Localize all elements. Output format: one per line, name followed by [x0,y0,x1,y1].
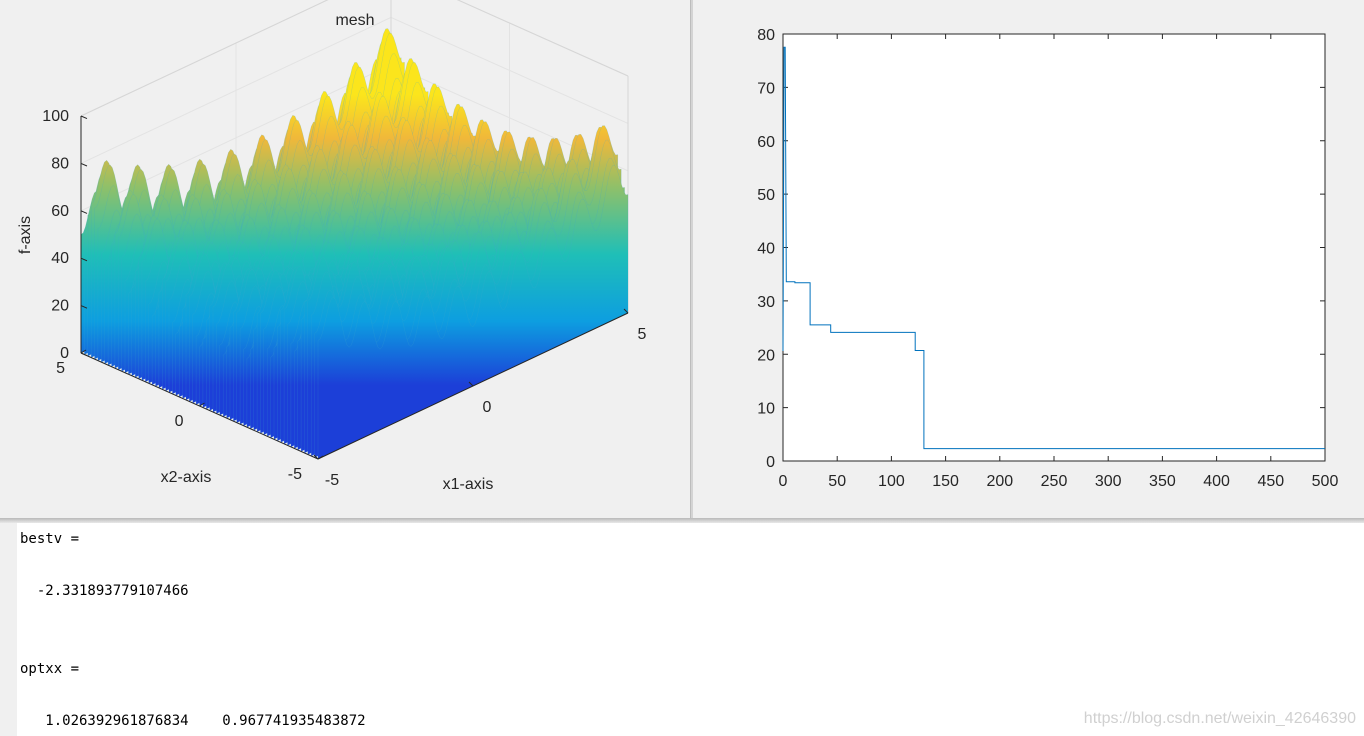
y-tick-label: 60 [757,134,775,151]
x1-tick-mark [623,308,629,314]
x1-tick-mark [313,454,319,460]
console-line-bestv-value: -2.331893779107466 [20,583,189,599]
command-window[interactable]: bestv = -2.331893779107466 optxx = 1.026… [17,523,1364,736]
z-tick-mark [80,115,88,120]
console-gutter [0,523,17,736]
console-line-optxx-value: 1.026392961876834 0.967741935483872 [20,713,366,729]
z-tick-label: 20 [51,298,69,315]
y-tick-label: 30 [757,294,775,311]
x-tick-label: 500 [1312,473,1339,490]
x1-tick-label: -5 [325,472,339,489]
x-tick-label: 200 [986,473,1013,490]
x2-tick-label: 5 [56,360,65,377]
x1-tick-label: 0 [483,399,492,416]
x-tick-label: 150 [932,473,959,490]
x-tick-label: 0 [779,473,788,490]
box-edge [456,0,629,77]
console-line-bestv-label: bestv = [20,531,80,547]
y-tick-label: 70 [757,80,775,97]
surface-row [317,165,629,460]
tick-labels: 0 50 100 150 200 250 300 350 400 450 500 0 10 20 30 40 5… [757,27,1338,490]
box-edge [80,0,329,117]
x-tick-label: 100 [878,473,905,490]
x1-tick-mark [468,381,474,387]
surface-mesh [80,28,629,460]
best-value-line [782,46,1325,450]
y-tick-label: 10 [757,401,775,418]
y-tick-label: 50 [757,187,775,204]
axes-lines [80,115,629,460]
x2-axis-label: x2-axis [161,469,212,486]
x1-axis-label: x1-axis [443,476,494,493]
watermark-text: https://blog.csdn.net/weixin_42646390 [1083,710,1356,727]
z-tick-mark [80,352,88,357]
line-figure-panel: 0 50 100 150 200 250 300 350 400 450 500 0 10 20 30 40 5… [693,0,1364,520]
chart-title: mesh [335,12,374,29]
x1-tick-label: 5 [638,326,647,343]
z-tick-mark [80,257,88,262]
z-tick-label: 60 [51,203,69,220]
x2-tick-mark [317,455,324,460]
surface-figure-panel: 0 20 40 60 80 100 -5 0 5 -5 0 5 mesh f-axis x1-axis… [0,0,690,520]
z-tick-label: 80 [51,155,69,172]
z-tick-mark [80,305,88,309]
line-plot: 0 50 100 150 200 250 300 350 400 450 500 0 10 20 30 40 5… [757,27,1338,490]
figure-divider[interactable] [690,0,693,520]
z-tick-mark [80,162,88,167]
series-line [782,46,1325,450]
x-tick-label: 300 [1095,473,1122,490]
tick-marks [782,33,1326,462]
z-tick-mark [80,210,88,214]
z-tick-label: 40 [51,250,69,267]
y-tick-label: 80 [757,27,775,44]
x2-tick-mark [80,349,87,354]
z-axis-label: f-axis [17,216,34,254]
z-tick-label: 0 [60,345,69,362]
y-tick-label: 20 [757,347,775,364]
x2-tick-label: 0 [175,413,184,430]
figure-bottom-border [0,518,1364,523]
x-tick-label: 350 [1149,473,1176,490]
z-tick-label: 100 [42,108,69,125]
x2-tick-label: -5 [288,466,302,483]
x-tick-label: 250 [1041,473,1068,490]
plot-area [782,33,1326,462]
y-tick-label: 40 [757,241,775,258]
x-tick-label: 450 [1257,473,1284,490]
x-tick-label: 400 [1203,473,1230,490]
y-tick-label: 0 [766,454,775,471]
x2-tick-mark [199,402,205,407]
x-tick-label: 50 [828,473,846,490]
console-line-optxx-label: optxx = [20,661,80,677]
